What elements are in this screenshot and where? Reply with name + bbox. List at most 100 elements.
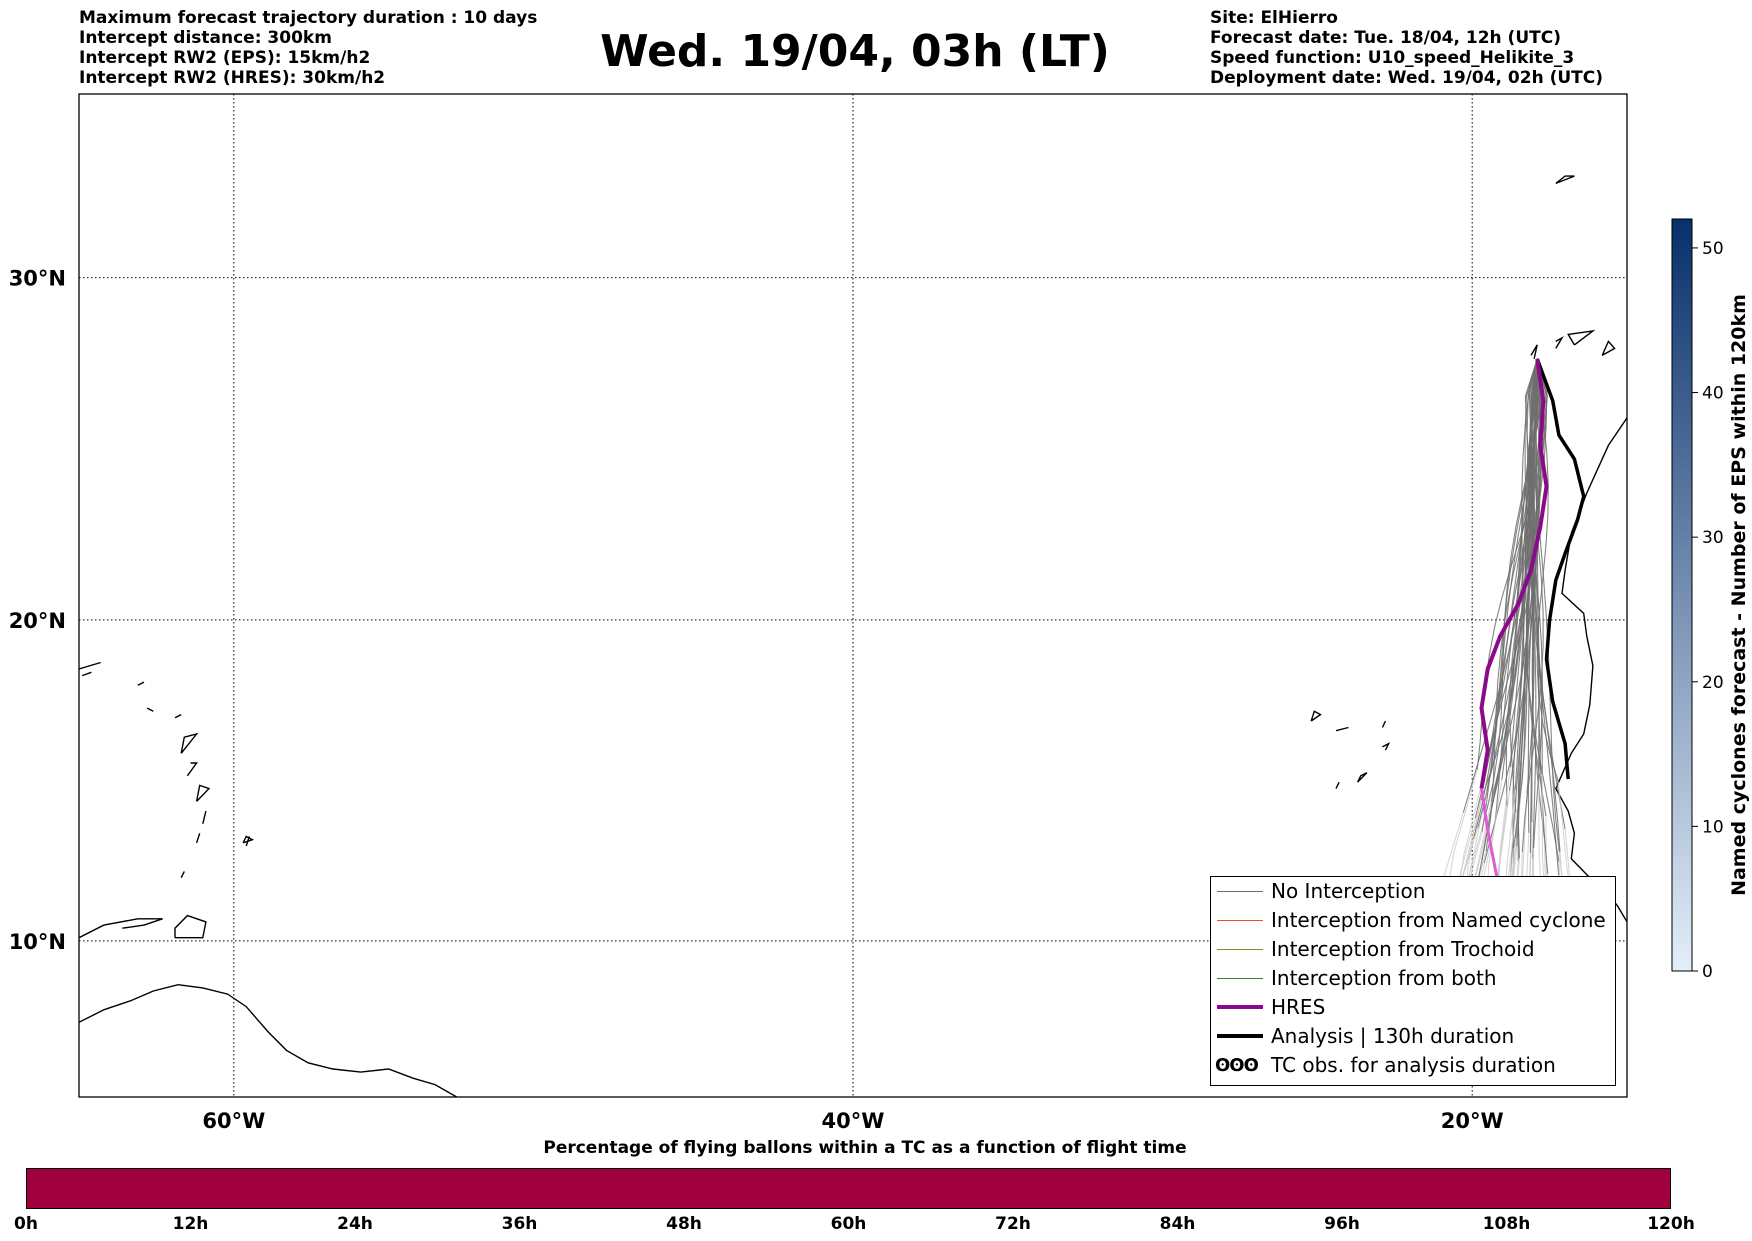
coastline [242,835,255,844]
coastline [1555,336,1564,349]
intercept-distance-text: Intercept distance: 300km [79,28,332,48]
eps-trajectory [1527,358,1538,833]
coastline [79,983,458,1097]
coastline [1381,720,1387,728]
legend-swatch [1217,949,1263,950]
eps-trajectory [1526,358,1543,849]
speed-function-text: Speed function: U10_speed_Helikite_3 [1210,48,1575,68]
coastline [1555,175,1575,185]
coastlines [79,175,1661,1097]
eps-trajectory [1501,358,1538,780]
eps-trajectory [1525,358,1560,862]
coastline [81,671,92,677]
colorbar-tick-label: 10 [1702,817,1724,837]
coastline [1335,781,1340,789]
legend-label: Interception from Named cyclone [1271,908,1606,932]
percentage-bar-tick-label: 48h [666,1214,702,1234]
percentage-bar-tick-label: 108h [1482,1214,1531,1234]
legend-swatch [1217,1005,1263,1009]
cyclone-symbol-icon: ʘʘʘ [1215,1055,1259,1076]
coastline [1649,327,1661,348]
percentage-bar-tick-label: 120h [1647,1214,1695,1234]
legend-label: Analysis | 130h duration [1271,1024,1515,1048]
coastline [1601,340,1616,357]
legend-item-trochoid: Interception from Trochoid [1211,935,1615,964]
legend-swatch [1217,891,1263,892]
percentage-bar-tick-label: 96h [1324,1214,1360,1234]
site-text: Site: ElHierro [1210,8,1338,28]
colorbar-tick-label: 50 [1702,239,1724,259]
legend-label: Interception from Trochoid [1271,937,1535,961]
colorbar-tick-label: 30 [1702,528,1724,548]
coastline [1356,771,1368,783]
coastline [79,661,101,670]
map-title: Wed. 19/04, 03h (LT) [600,26,1110,77]
legend-swatch [1217,1034,1263,1038]
coastline [137,681,145,686]
legend-swatch [1217,920,1263,921]
percentage-bar-title: Percentage of flying ballons within a TC… [543,1138,1187,1158]
legend-item-analysis: Analysis | 130h duration [1211,1022,1615,1051]
graticule [79,94,1627,1097]
intercept-eps-text: Intercept RW2 (EPS): 15km/h2 [79,48,371,68]
coastline [195,784,211,802]
colorbar-tick-label: 0 [1702,962,1713,982]
deployment-date-text: Deployment date: Wed. 19/04, 02h (UTC) [1210,68,1604,88]
hres-track [1479,358,1549,789]
eps-trajectory [1483,358,1538,864]
coastline [180,871,185,879]
lon-tick-label: 20°W [1441,1109,1504,1133]
colorbar-tick-label: 40 [1702,384,1724,404]
coastline [174,914,207,939]
legend-label: TC obs. for analysis duration [1271,1053,1556,1077]
legend-item-hres: HRES [1211,993,1615,1022]
legend-swatch [1217,978,1263,979]
coastline [79,918,163,939]
percentage-bar-tick-label: 60h [830,1214,867,1234]
max-duration-text: Maximum forecast trajectory duration : 1… [79,8,538,28]
percentage-bar-tick-label: 24h [337,1214,373,1234]
coastline [180,732,199,754]
colorbar-ticks: 0 10 20 30 40 50 [1692,239,1724,982]
percentage-bar-tick-label: 12h [172,1214,209,1234]
lon-tick-label: 60°W [202,1109,265,1133]
lat-tick-label: 20°N [9,609,66,633]
percentage-bar-tick-label: 0h [14,1214,38,1234]
analysis-track [1535,358,1586,780]
map-frame [78,93,1628,1098]
legend-label: No Interception [1271,879,1426,903]
coastline [202,810,207,824]
percentage-bar-tick-label: 36h [501,1214,538,1234]
header-left-info: Maximum forecast trajectory duration : 1… [79,8,537,88]
lat-tick-label: 30°N [9,267,66,291]
eps-trajectory [1480,358,1538,801]
coastline [1567,329,1596,346]
legend-label: HRES [1271,995,1326,1019]
axis-labels: 30°N 20°N 10°N 60°W 40°W 20°W [9,267,1504,1133]
coastline [1382,741,1391,751]
intercept-hres-text: Intercept RW2 (HRES): 30km/h2 [79,68,386,88]
coastline [174,713,182,719]
legend: No Interception Interception from Named … [1210,876,1616,1086]
legend-item-tc-obs: ʘʘʘ TC obs. for analysis duration [1211,1051,1615,1080]
lat-tick-label: 10°N [9,930,66,954]
coastline [1335,726,1349,732]
colorbar [1671,218,1693,972]
colorbar-tick-label: 20 [1702,673,1724,693]
lon-tick-label: 40°W [822,1109,885,1133]
colorbar-title: Named cyclones forecast - Number of EPS … [1728,294,1750,896]
legend-label: Interception from both [1271,966,1497,990]
legend-item-no-interception: No Interception [1211,877,1615,906]
coastline [195,833,201,844]
coastline [146,707,154,712]
percentage-bar-tick-label: 72h [995,1214,1031,1234]
forecast-date-text: Forecast date: Tue. 18/04, 12h (UTC) [1210,28,1561,48]
legend-item-named-cyclone: Interception from Named cyclone [1211,906,1615,935]
eps-trajectory [1477,358,1543,828]
percentage-bar-tick-label: 84h [1159,1214,1196,1234]
header-right-info: Site: ElHierro Forecast date: Tue. 18/04… [1210,8,1603,88]
legend-item-both: Interception from both [1211,964,1615,993]
coastline [1310,710,1322,722]
coastline [1530,344,1538,360]
coastline [186,762,198,777]
